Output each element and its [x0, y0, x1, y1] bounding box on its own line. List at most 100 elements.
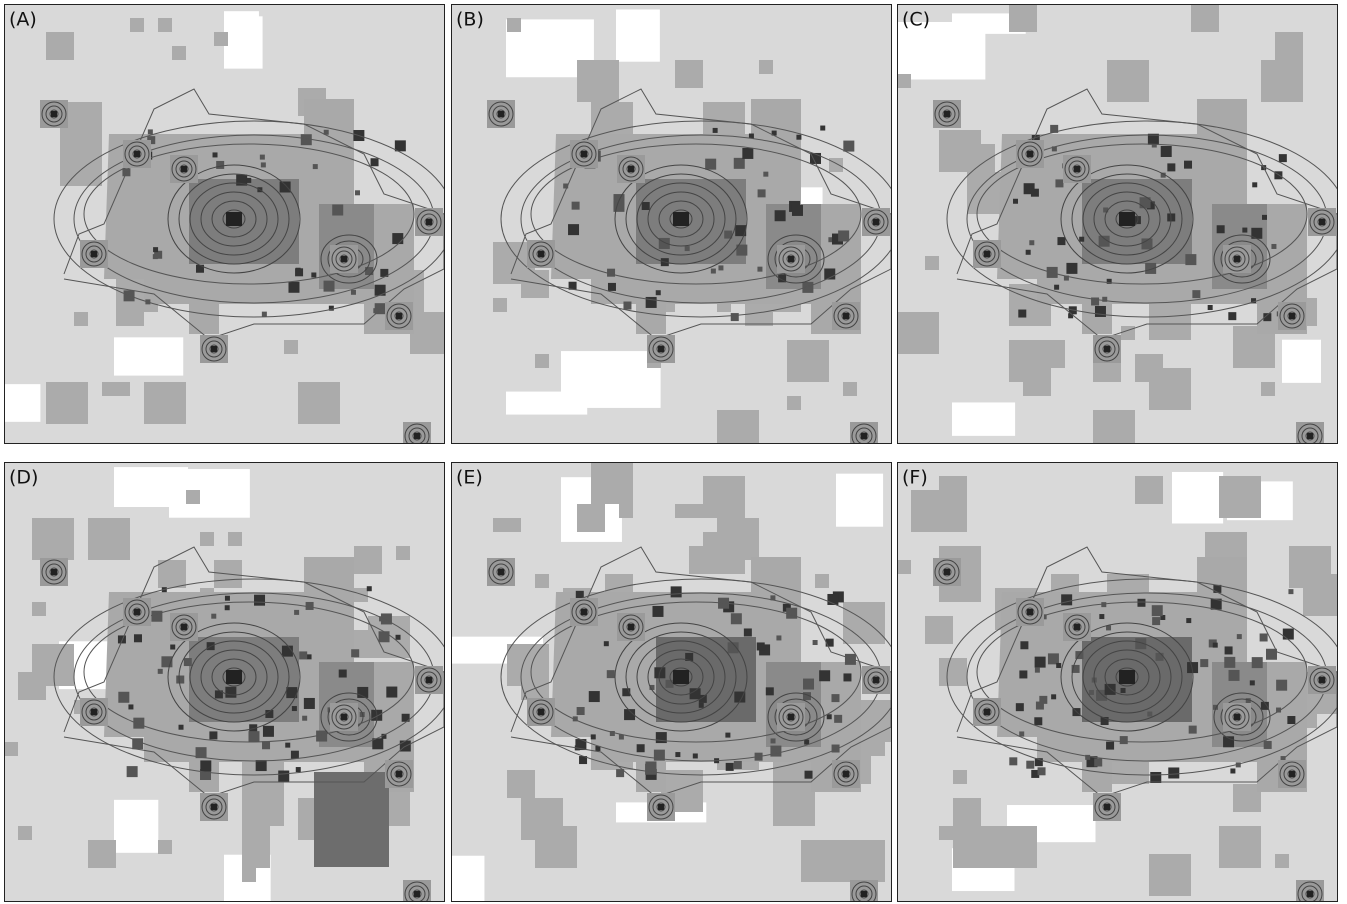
cell — [675, 60, 703, 88]
dark-cell — [1252, 182, 1258, 188]
contour — [647, 649, 715, 705]
cell — [857, 714, 885, 742]
dark-cell — [278, 770, 290, 782]
satellite-peak — [944, 111, 950, 117]
dark-cell — [323, 280, 335, 292]
dark-cell — [1186, 618, 1192, 624]
dark-cell — [1019, 731, 1025, 737]
cell — [242, 868, 256, 882]
contour — [327, 698, 371, 736]
dark-cell — [178, 724, 184, 730]
dark-cell — [1085, 754, 1091, 760]
satellite-contour — [863, 667, 889, 693]
dark-cell — [727, 642, 739, 654]
contour — [1115, 667, 1139, 687]
dark-cell — [286, 687, 298, 699]
dark-cell — [161, 656, 173, 668]
dark-cell — [607, 282, 616, 291]
dark-cell — [710, 268, 716, 274]
dark-cell — [195, 264, 204, 273]
dark-cell — [1034, 717, 1043, 726]
dark-cell — [200, 760, 212, 772]
cell — [284, 340, 298, 354]
dark-cell — [401, 713, 410, 722]
satellite-contour — [408, 427, 426, 444]
contour — [1082, 640, 1172, 714]
satellite-contour — [209, 802, 219, 812]
dark-cell — [290, 750, 299, 759]
dark-cell — [380, 268, 389, 277]
cell — [843, 382, 857, 396]
satellite-peak — [944, 569, 950, 575]
dark-cell — [606, 670, 615, 679]
dark-cell — [1188, 725, 1197, 734]
satellite-contour — [394, 311, 404, 321]
white-patch — [616, 9, 660, 62]
dark-cell — [209, 731, 218, 740]
dark-cell — [224, 595, 230, 601]
dark-cell — [725, 732, 731, 738]
contour — [1220, 698, 1264, 736]
satellite-peak — [628, 624, 634, 630]
satellite-contour — [622, 618, 640, 636]
satellite-contour — [41, 101, 67, 127]
satellite-contour — [528, 241, 554, 267]
dark-cell — [1026, 760, 1035, 769]
cell — [60, 144, 102, 186]
satellite-contour — [571, 599, 597, 625]
dark-cell — [1009, 757, 1018, 766]
satellite-contour — [205, 798, 223, 816]
satellite-contour — [934, 101, 960, 127]
dark-cell — [641, 202, 650, 211]
contour — [1071, 173, 1183, 265]
cell — [1289, 546, 1331, 588]
dark-cell — [378, 631, 390, 643]
dark-cell — [357, 686, 369, 698]
cell — [116, 382, 130, 396]
outer-contour — [53, 120, 445, 318]
contour — [1104, 200, 1150, 238]
dark-cell — [380, 613, 392, 625]
satellite-contour — [488, 559, 514, 585]
satellite-peak — [1104, 804, 1110, 810]
dark-cell — [571, 201, 580, 210]
satellite-peak — [581, 609, 587, 615]
dark-cell — [803, 678, 815, 690]
contour — [189, 640, 279, 714]
dark-cell — [698, 694, 707, 703]
dark-cell — [1063, 275, 1069, 281]
dark-cell — [225, 686, 237, 698]
peak — [673, 670, 689, 684]
contour — [669, 667, 693, 687]
white-patch — [451, 855, 485, 902]
dark-cell — [826, 714, 832, 720]
dark-cell — [1018, 309, 1027, 318]
cell — [1233, 784, 1261, 812]
satellite-peak — [1027, 151, 1033, 157]
satellite-contour — [648, 336, 674, 362]
dark-cell — [1035, 701, 1044, 710]
dark-cell — [1213, 584, 1222, 593]
dark-cell — [645, 763, 657, 775]
dark-cell — [1025, 249, 1031, 255]
panel-label: (D) — [9, 467, 38, 489]
satellite-contour — [1224, 704, 1250, 730]
panel: (F) — [897, 462, 1338, 902]
satellite-contour — [786, 254, 796, 264]
dark-cell — [381, 733, 387, 739]
dark-cell — [1259, 633, 1268, 642]
dark-cell — [624, 709, 636, 721]
dark-cell — [603, 641, 609, 647]
dark-cell — [302, 715, 308, 721]
satellite-contour — [390, 307, 408, 325]
cell — [521, 270, 549, 298]
satellite-contour — [656, 802, 666, 812]
dark-cell — [1034, 656, 1046, 668]
dark-cell — [1139, 197, 1151, 209]
dark-cell — [118, 691, 130, 703]
dark-cell — [300, 134, 312, 146]
cell — [1149, 368, 1191, 410]
dark-cell — [265, 709, 274, 718]
cell — [703, 532, 745, 574]
dark-cell — [689, 688, 701, 700]
